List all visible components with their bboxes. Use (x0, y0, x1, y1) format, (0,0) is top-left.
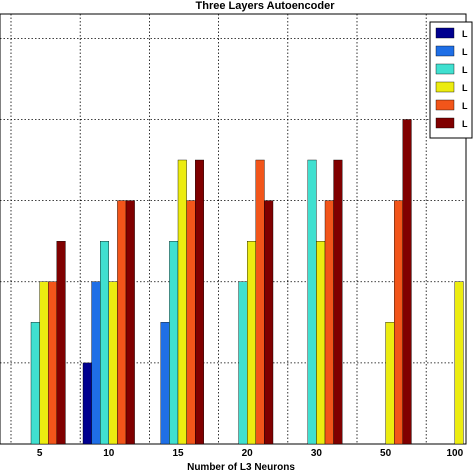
bar-5-series-3 (30, 322, 40, 445)
bar-50-series-4 (385, 322, 395, 445)
legend-swatch (435, 117, 455, 129)
legend-label: L (462, 65, 468, 75)
legend-swatch (435, 27, 455, 39)
bar-5-series-5 (48, 281, 58, 445)
legend-label: L (462, 83, 468, 93)
bar-15-series-6 (194, 159, 204, 445)
x-tick-label: 5 (37, 448, 43, 459)
legend-label: L (462, 119, 468, 129)
bar-15-series-4 (177, 159, 187, 445)
bar-100-series-4 (454, 281, 464, 445)
bar-20-series-5 (255, 159, 265, 445)
bar-50-series-6 (402, 119, 412, 445)
bar-15-series-5 (186, 200, 196, 445)
x-tick-labels: 5 10 15 20 30 50 100 (37, 448, 464, 459)
legend-swatch (435, 81, 455, 93)
x-axis-label: Number of L3 Neurons (187, 462, 295, 473)
bars (30, 119, 464, 445)
bar-20-series-4 (246, 240, 256, 445)
legend-label: L (462, 29, 468, 39)
x-tick-label: 15 (172, 448, 184, 459)
bar-10-series-1 (82, 362, 92, 445)
bar-30-series-3 (307, 159, 317, 445)
bar-15-series-2 (160, 322, 170, 445)
bar-5-series-4 (39, 281, 49, 445)
legend-label: L (462, 47, 468, 57)
bar-15-series-3 (169, 240, 179, 445)
legend-label: L (462, 101, 468, 111)
x-tick-label: 20 (242, 448, 254, 459)
bar-10-series-6 (125, 200, 135, 445)
legend-swatch (435, 99, 455, 111)
x-tick-label: 100 (446, 448, 463, 459)
bar-20-series-3 (238, 281, 248, 445)
bar-20-series-6 (264, 200, 274, 445)
bar-30-series-4 (316, 240, 326, 445)
bar-30-series-6 (333, 159, 343, 445)
x-tick-label: 30 (311, 448, 323, 459)
bar-30-series-5 (324, 200, 334, 445)
bar-10-series-2 (91, 281, 101, 445)
bar-50-series-5 (394, 200, 404, 445)
legend-swatch (435, 63, 455, 75)
x-tick-label: 50 (380, 448, 392, 459)
legend-swatch (435, 45, 455, 57)
chart-title: Three Layers Autoencoder (196, 0, 336, 12)
x-tick-label: 10 (103, 448, 115, 459)
grid-lines (0, 14, 466, 444)
bar-5-series-6 (56, 240, 66, 445)
bar-10-series-3 (99, 240, 109, 445)
bar-10-series-5 (117, 200, 127, 445)
bar-10-series-4 (108, 281, 118, 445)
